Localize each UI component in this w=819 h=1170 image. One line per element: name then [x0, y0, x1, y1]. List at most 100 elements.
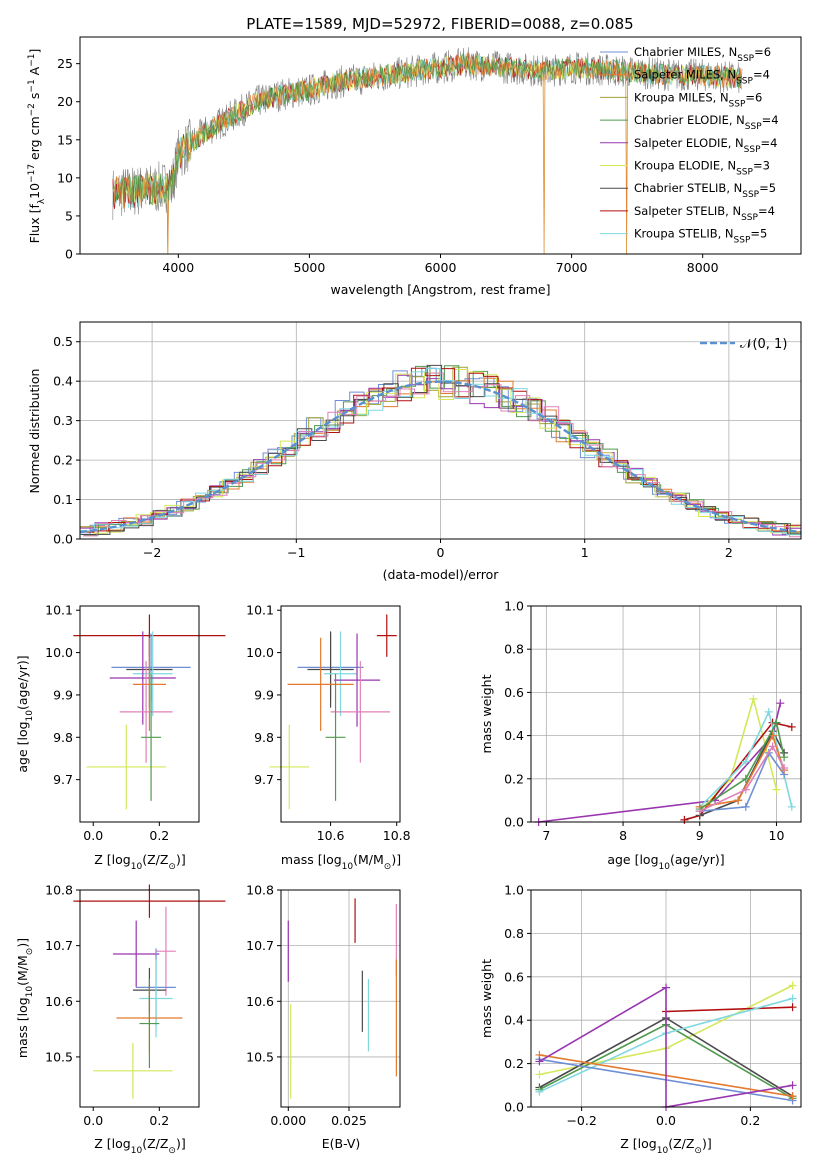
mw_vs_age-marker [787, 722, 796, 731]
legend-entry-part: SSP [734, 236, 751, 246]
legend-entry-part: Kroupa ELODIE, N [634, 159, 736, 173]
legend-entry-part: SSP [729, 99, 746, 109]
age_vs_Z-ylabel-part: age [log [15, 721, 30, 772]
mw_vs_age-marker [734, 796, 743, 805]
mass_vs_Z-ylabel-part: )] [15, 938, 30, 948]
mw_vs_Z-xlabel-part: )] [702, 1136, 712, 1151]
mw_vs_age-line [699, 695, 778, 812]
age_vs_mass-xlabel-part: mass [log [281, 852, 342, 867]
age_vs_mass-xlabel-part: )] [391, 852, 401, 867]
mw_vs_age-marker [695, 807, 704, 816]
spectrum-xtick-label: 4000 [162, 260, 194, 275]
age_vs_mass-xlabel-part: (M/M [353, 852, 384, 867]
mw_vs_age-ytick-label: 0.4 [504, 728, 524, 743]
mass_vs_Z-xlabel-part: ⊙ [168, 1146, 176, 1156]
age_vs_Z-xlabel: Z [log10(Z/Z⊙)] [94, 852, 185, 872]
mw_vs_age-xtick-label: 7 [542, 828, 550, 843]
legend-entry: Chabrier ELODIE, NSSP=4 [634, 113, 779, 132]
age_vs_Z-points [73, 614, 226, 810]
hist-xtick-label: 1 [581, 545, 589, 560]
legend-entry: Chabrier STELIB, NSSP=5 [634, 181, 776, 200]
mw_vs_age-marker [780, 753, 789, 762]
hist-xtick-label: −1 [287, 545, 305, 560]
age_vs_Z-ytick-label: 9.9 [53, 687, 73, 702]
hist-ytick-label: 0.0 [53, 532, 73, 547]
mass_vs_Z-xlabel: Z [log10(Z/Z⊙)] [94, 1136, 185, 1156]
age_vs_Z-xlabel-part: 10 [131, 862, 143, 872]
legend-entry: Kroupa MILES, NSSP=6 [634, 90, 762, 109]
mw_vs_age-marker [764, 707, 773, 716]
mw_vs_age-xtick-label: 8 [619, 828, 627, 843]
age_vs_mass-points [269, 614, 397, 810]
mass_vs_ebv-xtick-label: 0.000 [270, 1113, 306, 1128]
mass_vs_ebv-ytick-label: 10.7 [246, 938, 274, 953]
legend-entry: Salpeter MILES, NSSP=4 [634, 68, 770, 87]
mw_vs_age-xlabel-part: 10 [659, 862, 671, 872]
mw_vs_Z-frame [530, 889, 802, 1108]
age_vs_mass-ytick-label: 9.9 [254, 687, 274, 702]
spectrum-ylabel-part: A [27, 66, 42, 79]
legend-entry: Salpeter STELIB, NSSP=4 [634, 204, 775, 223]
mw_vs_Z-marker [662, 983, 670, 992]
legend-entry-part: SSP [742, 190, 759, 200]
mw_vs_age-marker [741, 802, 750, 811]
spectrum-ytick-label: 5 [65, 208, 73, 223]
mw_vs_age-marker [749, 694, 758, 703]
hist-step-k_stelib [80, 368, 801, 536]
spectrum-ylabel-part: 10 [27, 183, 42, 199]
legend-entry-part: =4 [761, 136, 778, 150]
mw_vs_age-ytick-label: 0.6 [504, 685, 524, 700]
mw_vs_age-ytick-label: 0.0 [504, 815, 524, 830]
age_vs_Z-ylabel-part: (age/yr)] [15, 655, 30, 710]
legend-entry: Kroupa STELIB, NSSP=5 [634, 227, 767, 246]
mw_vs_age-marker [780, 764, 789, 772]
hist-legend-label: 𝒩(0, 1) [740, 337, 787, 352]
mass_vs_Z-xtick-label: 0.2 [149, 1113, 169, 1128]
spectrum-ylabel: Flux [fλ10−17 erg cm−2 s−1 A−1] [27, 49, 47, 244]
mass_vs_Z-xlabel-part: (Z/Z [142, 1136, 168, 1151]
spectrum-ylabel-part: −1 [27, 54, 37, 67]
mw_vs_age-marker [772, 718, 781, 727]
mw_vs_age-line [684, 721, 792, 821]
legend-entry-part: Kroupa MILES, N [634, 90, 729, 104]
mw_vs_age-marker [741, 785, 750, 794]
mass_vs_Z-ytick-label: 10.8 [45, 883, 73, 898]
mass_vs_ebv-xlabel: E(B-V) [322, 1136, 361, 1151]
mw_vs_age-series [534, 694, 796, 826]
mass_vs_ebv-ytick-label: 10.5 [246, 1049, 274, 1064]
legend-entry-part: Chabrier MILES, N [634, 45, 737, 59]
mass_vs_Z-frame [79, 889, 200, 1108]
mw_vs_age-xtick-label: 9 [696, 828, 704, 843]
mass_vs_ebv-points [287, 898, 397, 1099]
legend-entry-part: =6 [754, 45, 771, 59]
mw_vs_age-ytick-label: 0.8 [504, 642, 524, 657]
mw_vs_Z-ytick-label: 0.8 [504, 926, 524, 941]
mw_vs_Z-xtick-label: 0.0 [656, 1113, 676, 1128]
mass_vs_Z-ylabel-part: mass [log [15, 997, 30, 1058]
mw_vs_Z-line [538, 986, 793, 1108]
mass_vs_Z-ylabel-part: ⊙ [25, 948, 35, 956]
age_vs_mass-xtick-label: 10.6 [317, 828, 345, 843]
mw_vs_age-ylabel: mass weight [479, 674, 494, 753]
hist-plot [79, 364, 802, 538]
mass_vs_Z-points [73, 884, 226, 1099]
spectrum-line-c_elodie [112, 53, 742, 206]
spectrum-ytick-label: 10 [57, 170, 73, 185]
mw_vs_age-marker [772, 785, 781, 794]
mw_vs_Z-marker [535, 1087, 544, 1096]
mass_vs_Z-ytick-label: 10.7 [45, 938, 73, 953]
hist-ytick-label: 0.4 [53, 374, 73, 389]
age_vs_Z-xtick-label: 0.2 [149, 828, 169, 843]
legend-entry: Chabrier MILES, NSSP=6 [634, 45, 771, 64]
legend-entry-part: =4 [758, 204, 775, 218]
mw_vs_Z-marker [788, 1092, 797, 1101]
mass_vs_ebv-ytick-label: 10.6 [246, 994, 274, 1009]
mw_vs_Z-ytick-label: 1.0 [504, 883, 524, 898]
spectrum-ytick-label: 0 [65, 247, 73, 262]
age_vs_Z-xlabel-part: (Z/Z [142, 852, 168, 867]
legend-entry-part: =4 [762, 113, 779, 127]
mw_vs_age-xtick-label: 10 [769, 828, 785, 843]
mw_vs_age-xlabel: age [log10(age/yr)] [607, 852, 724, 872]
hist-ytick-label: 0.2 [53, 453, 73, 468]
